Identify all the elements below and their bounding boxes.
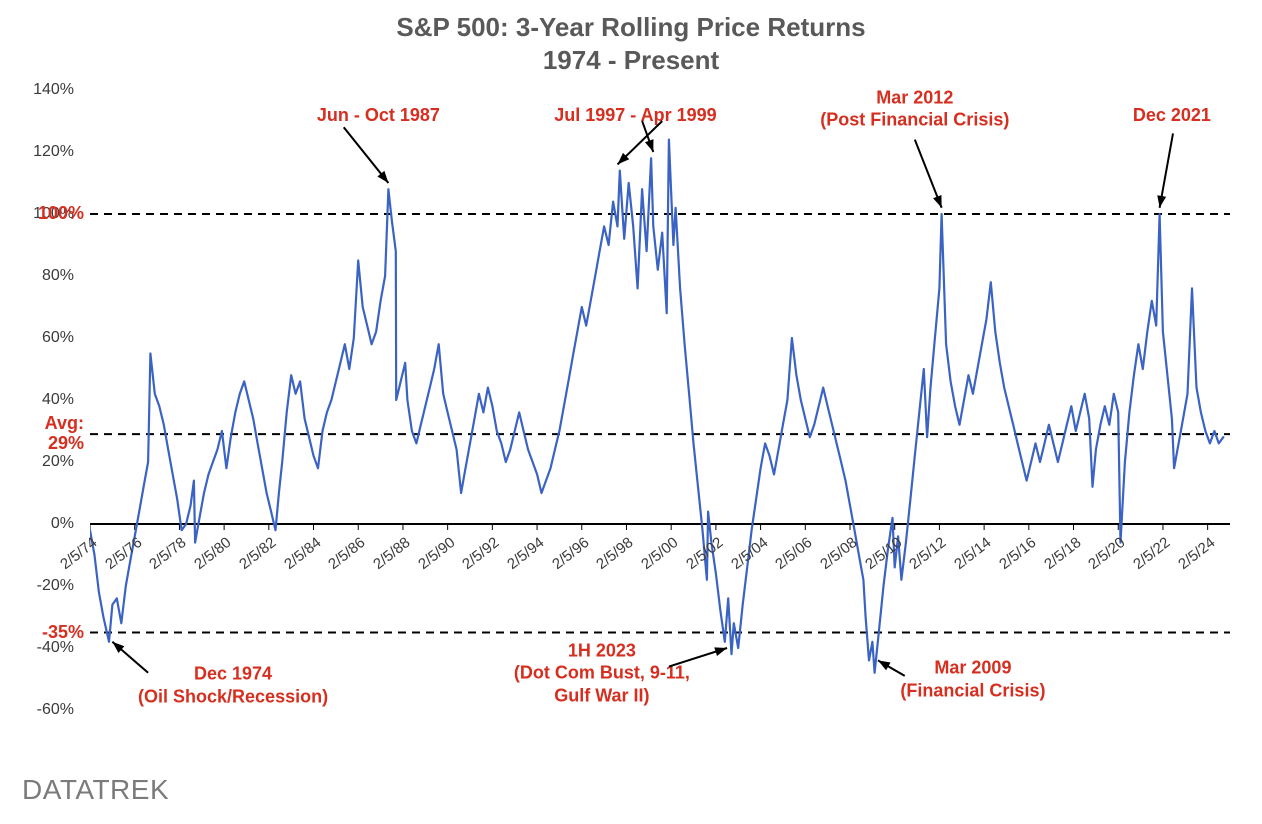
annotation-label: Mar 2012(Post Financial Crisis)	[820, 86, 1009, 131]
reference-line-label: 100%	[6, 204, 84, 224]
chart-title-line2: 1974 - Present	[0, 45, 1262, 76]
y-tick-label: -60%	[0, 701, 74, 719]
reference-line-label: -35%	[6, 623, 84, 643]
chart-container: S&P 500: 3-Year Rolling Price Returns 19…	[0, 0, 1262, 824]
y-tick-label: 120%	[0, 143, 74, 161]
chart-title: S&P 500: 3-Year Rolling Price Returns 19…	[0, 12, 1262, 76]
y-tick-label: 0%	[0, 515, 74, 533]
y-tick-label: 40%	[0, 391, 74, 409]
annotation-label: Dec 2021	[1133, 104, 1211, 127]
y-tick-label: -20%	[0, 577, 74, 595]
annotation-label: 1H 2023(Dot Com Bust, 9-11,Gulf War II)	[514, 639, 690, 707]
y-tick-label: 60%	[0, 329, 74, 347]
chart-title-line1: S&P 500: 3-Year Rolling Price Returns	[0, 12, 1262, 43]
reference-line-label: Avg:29%	[6, 414, 84, 454]
annotation-label: Jun - Oct 1987	[317, 104, 440, 127]
y-tick-label: 140%	[0, 81, 74, 99]
plot-area	[90, 90, 1230, 710]
annotation-label: Dec 1974(Oil Shock/Recession)	[138, 663, 328, 708]
source-attribution: DATATREK	[22, 774, 169, 806]
y-tick-label: 20%	[0, 453, 74, 471]
annotation-label: Mar 2009(Financial Crisis)	[900, 657, 1045, 702]
y-tick-label: 80%	[0, 267, 74, 285]
annotation-label: Jul 1997 - Apr 1999	[554, 104, 716, 127]
